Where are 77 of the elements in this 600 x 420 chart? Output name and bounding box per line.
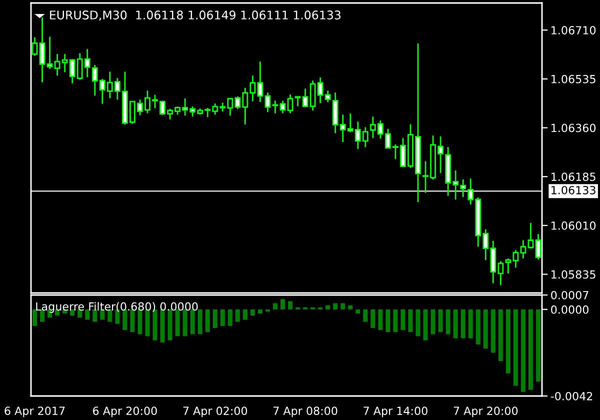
candlestick bbox=[264, 92, 271, 113]
bar bbox=[446, 309, 450, 334]
candlestick bbox=[32, 36, 38, 56]
bar bbox=[423, 309, 428, 340]
bar bbox=[408, 309, 413, 332]
candlestick bbox=[272, 100, 278, 114]
bar bbox=[416, 309, 420, 336]
bar bbox=[235, 309, 240, 322]
text: EURUSD,M30 1.06118 1.06149 1.06111 1.06133 bbox=[50, 10, 340, 21]
y-tick-label: 0.0000 bbox=[551, 305, 588, 314]
bar bbox=[190, 309, 195, 334]
bar bbox=[198, 309, 202, 334]
x-tick-label: 6 Apr 2017 bbox=[4, 406, 65, 418]
bar bbox=[490, 309, 496, 353]
candlestick bbox=[302, 88, 308, 108]
bar bbox=[220, 309, 225, 326]
y-tick-label: 1.05835 bbox=[552, 270, 596, 279]
x-tick-label: 7 Apr 02:00 bbox=[183, 406, 248, 418]
bar bbox=[250, 309, 255, 316]
x-tick-label: 6 Apr 20:00 bbox=[93, 406, 157, 418]
bar bbox=[348, 305, 353, 310]
bar bbox=[326, 305, 330, 310]
candlestick bbox=[39, 16, 46, 83]
x-tick-label: 7 Apr 08:00 bbox=[274, 406, 338, 418]
x-tick-label: 7 Apr 14:00 bbox=[364, 406, 428, 418]
bar bbox=[32, 309, 38, 326]
candlestick bbox=[520, 240, 526, 260]
bar bbox=[453, 309, 458, 338]
bar bbox=[468, 309, 473, 338]
bar bbox=[476, 309, 480, 344]
ref-line-label: 1.06133 bbox=[552, 186, 596, 194]
bar bbox=[393, 309, 398, 332]
bar bbox=[272, 303, 278, 310]
candlestick bbox=[280, 100, 286, 114]
candlestick bbox=[287, 94, 294, 114]
bar bbox=[333, 303, 338, 310]
bar bbox=[280, 299, 285, 310]
bar bbox=[228, 309, 232, 326]
bar bbox=[483, 309, 488, 349]
y-tick-label: 1.06535 bbox=[552, 74, 596, 84]
bar bbox=[242, 309, 248, 320]
bar bbox=[506, 309, 510, 374]
bar bbox=[160, 309, 165, 342]
y-tick-label: 0.0007 bbox=[551, 290, 588, 300]
bar bbox=[536, 309, 540, 382]
x-tick-label: 7 Apr 20:00 bbox=[454, 406, 518, 418]
bar bbox=[212, 309, 218, 328]
bar bbox=[520, 309, 526, 392]
bar bbox=[370, 309, 376, 328]
bar bbox=[258, 309, 262, 314]
y-tick-label: 1.06185 bbox=[552, 172, 596, 181]
bar bbox=[288, 301, 293, 310]
bar bbox=[498, 309, 503, 361]
text: Laguerre Filter(0.680) 0.0000 bbox=[36, 302, 198, 313]
bar bbox=[168, 309, 172, 340]
bar bbox=[400, 309, 406, 330]
bar bbox=[513, 309, 518, 386]
candlestick bbox=[294, 96, 301, 107]
bar bbox=[175, 309, 180, 336]
bar bbox=[356, 309, 360, 314]
bar bbox=[386, 309, 390, 332]
bar bbox=[340, 303, 346, 310]
candlestick bbox=[528, 222, 534, 250]
y-tick-label: 1.06010 bbox=[552, 221, 596, 230]
bar bbox=[438, 309, 443, 332]
bar bbox=[528, 309, 533, 390]
bar bbox=[363, 309, 368, 322]
y-tick-label: 1.06360 bbox=[552, 124, 596, 132]
bar bbox=[430, 309, 436, 334]
y-tick-label: 1.06710 bbox=[552, 26, 596, 34]
candlestick bbox=[46, 36, 53, 70]
bar bbox=[182, 309, 188, 336]
bar bbox=[378, 309, 383, 330]
bar bbox=[205, 309, 210, 332]
bar bbox=[460, 309, 466, 338]
y-tick-label: -0.0042 bbox=[550, 392, 592, 400]
bar bbox=[85, 309, 90, 320]
